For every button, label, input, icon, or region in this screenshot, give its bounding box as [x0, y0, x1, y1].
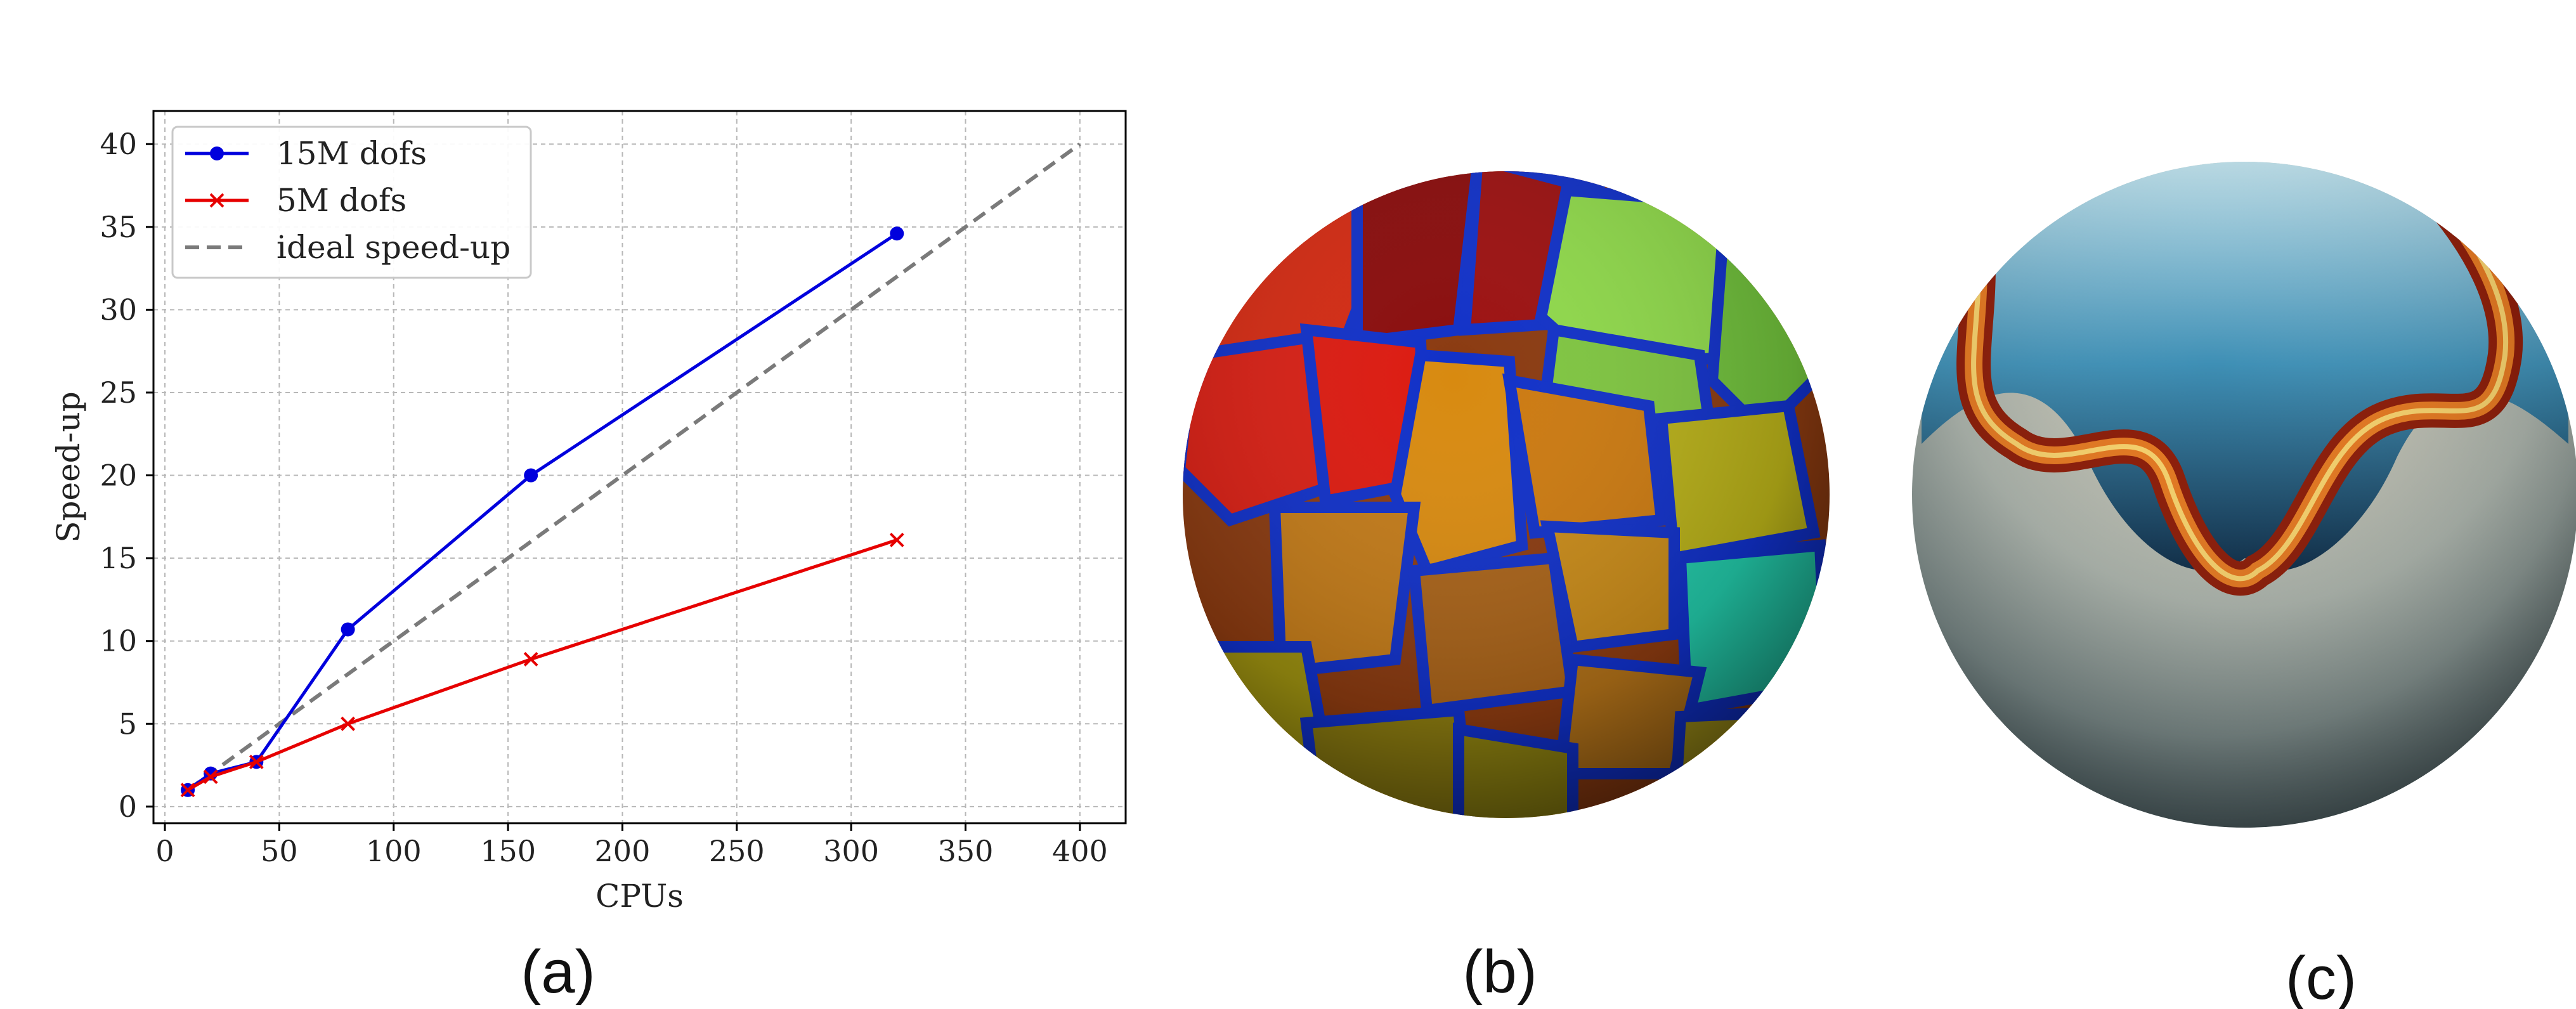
x-tick-label: 300 — [823, 834, 879, 868]
data-point — [341, 716, 356, 731]
x-tick-label: 100 — [366, 834, 422, 868]
y-tick-label: 35 — [100, 210, 137, 244]
y-tick-label: 0 — [119, 790, 137, 824]
y-tick-label: 25 — [100, 375, 137, 410]
x-tick-label: 400 — [1052, 834, 1108, 868]
legend: 15M dofs 5M dofs ideal speed-up — [171, 126, 532, 279]
x-tick-label: 150 — [480, 834, 536, 868]
panel-label-c: (c) — [2286, 944, 2357, 1009]
speedup-chart: 0 50 100 150 200 250 300 350 400 0 5 10 15 20 25 30 35 4… — [50, 110, 1127, 915]
series-line — [186, 538, 898, 791]
y-tick-label: 15 — [100, 541, 137, 575]
y-tick-label: 20 — [100, 459, 137, 493]
x-tick-label: 250 — [709, 834, 765, 868]
x-tick-label: 350 — [938, 834, 994, 868]
legend-box — [171, 126, 532, 279]
x-tick-label: 50 — [261, 834, 298, 868]
y-axis-ticks: 0 5 10 15 20 25 30 35 40 — [100, 127, 153, 824]
data-point — [249, 754, 264, 769]
partitioned-sphere-image — [1183, 171, 1830, 818]
data-point — [203, 769, 218, 784]
series-line — [186, 142, 1081, 792]
data-point — [890, 226, 904, 241]
plot-frame — [152, 110, 1127, 824]
y-tick-label: 30 — [100, 292, 137, 327]
legend-label: 5M dofs — [276, 182, 407, 219]
flow-field-sphere-image — [1912, 162, 2576, 828]
data-point — [341, 622, 355, 637]
y-tick-label: 40 — [100, 127, 137, 161]
y-axis-title: Speed-up — [50, 391, 87, 543]
legend-marker — [210, 146, 224, 160]
x-axis-title: CPUs — [595, 878, 684, 915]
data-point — [523, 652, 538, 667]
panel-label-b: (b) — [1462, 938, 1537, 1006]
series-layer — [180, 142, 1081, 798]
data-point — [180, 783, 195, 798]
x-tick-label: 200 — [595, 834, 651, 868]
series-line — [186, 232, 898, 791]
y-tick-label: 5 — [119, 706, 137, 741]
y-tick-label: 10 — [100, 624, 137, 658]
panel-label-a: (a) — [521, 938, 595, 1006]
legend-label: ideal speed-up — [276, 229, 511, 266]
x-axis-ticks: 0 50 100 150 200 250 300 350 400 — [155, 823, 1108, 868]
legend-label: 15M dofs — [276, 135, 427, 172]
data-point — [889, 532, 904, 547]
x-tick-label: 0 — [155, 834, 174, 868]
legend-marker — [209, 193, 224, 208]
data-point — [524, 468, 538, 483]
